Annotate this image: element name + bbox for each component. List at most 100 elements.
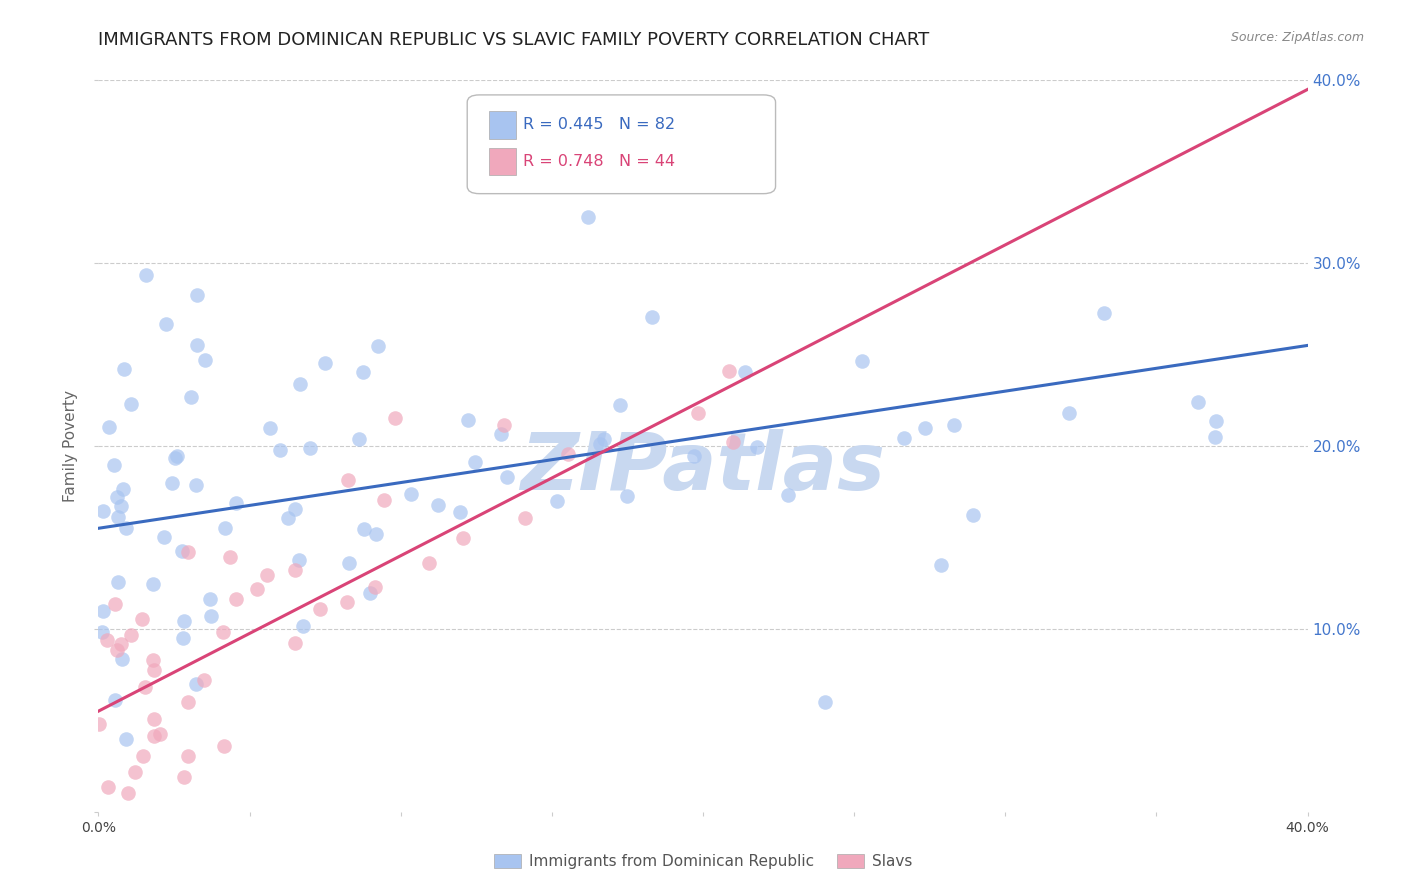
Point — [686, 406, 709, 420]
Point — [134, 680, 156, 694]
Point — [546, 494, 568, 508]
Point — [364, 580, 387, 594]
Point — [176, 749, 198, 764]
Point — [336, 594, 359, 608]
Point — [166, 450, 188, 464]
Point — [177, 544, 200, 558]
Point — [593, 432, 616, 446]
Text: ZIPatlas: ZIPatlas — [520, 429, 886, 507]
Point — [745, 440, 768, 454]
Point — [91, 625, 114, 640]
Point — [914, 421, 936, 435]
Point — [143, 663, 166, 677]
Point — [212, 739, 235, 753]
Point — [200, 591, 222, 606]
Point — [120, 627, 142, 641]
Point — [104, 693, 127, 707]
Point — [1059, 406, 1081, 420]
Point — [347, 432, 370, 446]
Point — [111, 652, 134, 666]
Point — [353, 522, 375, 536]
Text: R = 0.445   N = 82: R = 0.445 N = 82 — [523, 118, 675, 132]
Y-axis label: Family Poverty: Family Poverty — [63, 390, 79, 502]
Point — [219, 550, 242, 565]
Text: Source: ZipAtlas.com: Source: ZipAtlas.com — [1230, 31, 1364, 45]
Point — [91, 503, 114, 517]
Point — [496, 470, 519, 484]
Point — [457, 413, 479, 427]
Point — [110, 499, 132, 513]
Point — [641, 310, 664, 324]
Point — [373, 493, 395, 508]
Point — [1205, 414, 1227, 428]
Point — [616, 489, 638, 503]
Point — [292, 619, 315, 633]
Point — [284, 502, 307, 516]
Point — [609, 398, 631, 412]
Point — [142, 729, 165, 743]
Point — [112, 361, 135, 376]
Bar — [489, 111, 516, 139]
Point — [186, 338, 208, 352]
Point — [115, 521, 138, 535]
Point — [1187, 395, 1209, 409]
Point — [184, 677, 207, 691]
Point — [399, 487, 422, 501]
Point — [269, 443, 291, 458]
Bar — [489, 147, 516, 176]
Point — [776, 488, 799, 502]
Point — [117, 787, 139, 801]
Point — [284, 563, 307, 577]
Point — [557, 447, 579, 461]
Point — [107, 510, 129, 524]
Point — [682, 449, 704, 463]
Point — [314, 356, 336, 370]
Point — [589, 437, 612, 451]
Point — [165, 450, 187, 465]
Legend: Immigrants from Dominican Republic, Slavs: Immigrants from Dominican Republic, Slav… — [488, 848, 918, 875]
Point — [259, 421, 281, 435]
FancyBboxPatch shape — [467, 95, 776, 194]
Point — [105, 490, 128, 504]
Point — [170, 544, 193, 558]
Point — [814, 695, 837, 709]
Point — [893, 432, 915, 446]
Point — [160, 475, 183, 490]
Point — [288, 376, 311, 391]
Point — [173, 770, 195, 784]
Point — [132, 748, 155, 763]
Point — [418, 556, 440, 570]
Point — [277, 511, 299, 525]
Point — [299, 441, 322, 455]
Point — [104, 597, 127, 611]
Point — [176, 695, 198, 709]
Point — [155, 317, 177, 331]
Point — [173, 614, 195, 628]
Point — [359, 585, 381, 599]
Point — [97, 420, 120, 434]
Point — [193, 353, 215, 368]
Point — [112, 482, 135, 496]
Point — [107, 574, 129, 589]
Point — [142, 576, 165, 591]
Point — [93, 604, 115, 618]
Point — [494, 418, 516, 433]
Point — [172, 631, 194, 645]
Point — [225, 495, 247, 509]
Point — [124, 764, 146, 779]
Point — [245, 582, 267, 596]
Point — [225, 592, 247, 607]
Text: R = 0.748   N = 44: R = 0.748 N = 44 — [523, 154, 675, 169]
Point — [184, 477, 207, 491]
Point — [149, 727, 172, 741]
Point — [336, 473, 359, 487]
Point — [115, 731, 138, 746]
Point — [180, 390, 202, 404]
Point — [186, 287, 208, 301]
Point — [309, 602, 332, 616]
Point — [449, 506, 471, 520]
Point — [110, 637, 132, 651]
Point — [491, 427, 513, 442]
Point — [721, 435, 744, 450]
Point — [1092, 306, 1115, 320]
